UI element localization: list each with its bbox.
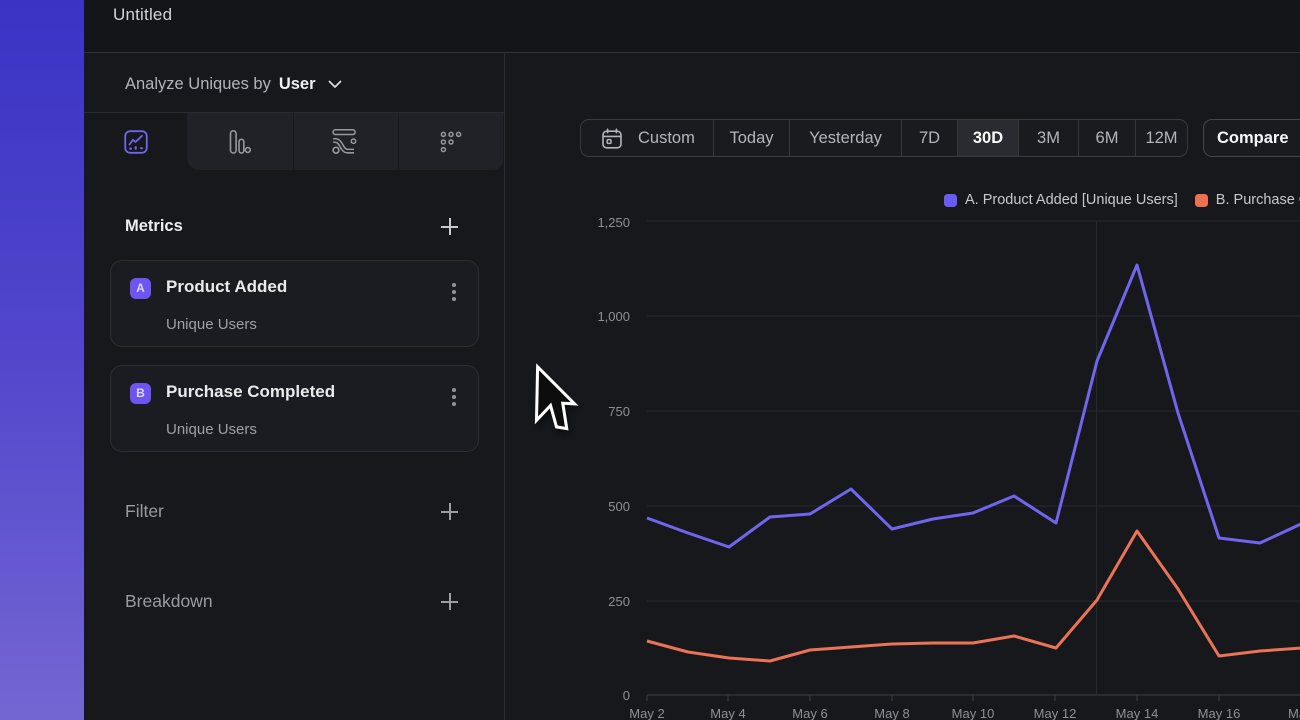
svg-text:0: 0 <box>623 688 630 703</box>
svg-text:May 14: May 14 <box>1116 706 1159 720</box>
svg-text:May 2: May 2 <box>629 706 664 720</box>
svg-text:May 4: May 4 <box>710 706 745 720</box>
svg-text:May: May <box>1288 706 1300 720</box>
svg-text:1,000: 1,000 <box>597 309 630 324</box>
svg-text:May 16: May 16 <box>1198 706 1241 720</box>
svg-text:May 12: May 12 <box>1034 706 1077 720</box>
svg-text:May 8: May 8 <box>874 706 909 720</box>
svg-text:500: 500 <box>608 499 630 514</box>
svg-text:May 10: May 10 <box>952 706 995 720</box>
svg-text:250: 250 <box>608 594 630 609</box>
svg-text:750: 750 <box>608 404 630 419</box>
svg-text:May 6: May 6 <box>792 706 827 720</box>
svg-text:1,250: 1,250 <box>597 215 630 230</box>
